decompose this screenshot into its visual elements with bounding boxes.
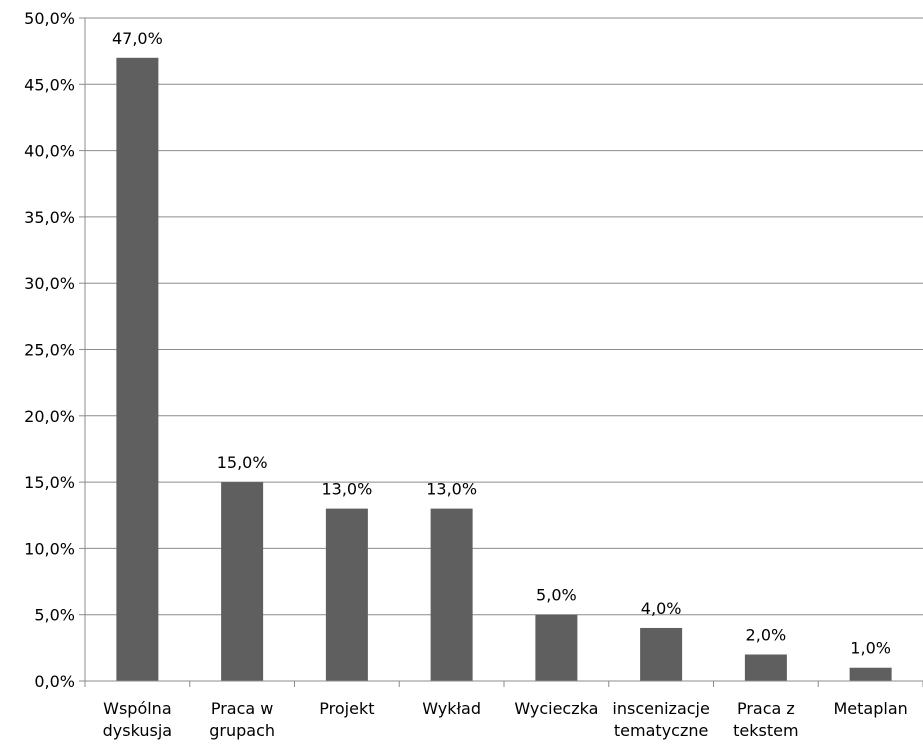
data-label: 15,0% <box>217 453 268 472</box>
data-label: 5,0% <box>536 586 577 605</box>
bar <box>744 654 787 681</box>
x-tick-label: Praca w <box>211 699 274 718</box>
x-tick-label: dyskusja <box>103 721 172 740</box>
y-tick-label: 35,0% <box>24 208 75 227</box>
data-label: 47,0% <box>112 29 163 48</box>
bar <box>535 614 578 681</box>
y-tick-label: 40,0% <box>24 142 75 161</box>
data-label: 13,0% <box>321 480 372 499</box>
x-tick-label: Praca z <box>737 699 795 718</box>
x-tick-label: Wycieczka <box>514 699 598 718</box>
y-tick-label: 0,0% <box>34 672 75 691</box>
data-label: 13,0% <box>426 480 477 499</box>
x-tick-label: tematyczne <box>614 721 708 740</box>
x-tick-label: inscenizacje <box>612 699 709 718</box>
bar <box>221 482 264 681</box>
x-tick-label: Projekt <box>319 699 374 718</box>
y-tick-label: 20,0% <box>24 407 75 426</box>
bars <box>116 57 892 681</box>
y-tick-label: 50,0% <box>24 9 75 28</box>
x-tick-label: grupach <box>209 721 275 740</box>
y-tick-label: 30,0% <box>24 274 75 293</box>
y-tick-label: 45,0% <box>24 75 75 94</box>
data-label: 2,0% <box>746 625 787 644</box>
y-tick-label: 10,0% <box>24 539 75 558</box>
x-tick-label: Wykład <box>422 699 481 718</box>
x-tick-label: Wspólna <box>103 699 172 718</box>
x-tick-label: tekstem <box>733 721 798 740</box>
axes <box>79 17 923 687</box>
bar <box>849 667 892 681</box>
bar <box>116 57 159 681</box>
y-tick-label: 25,0% <box>24 341 75 360</box>
data-label: 1,0% <box>850 639 891 658</box>
bar <box>325 508 368 681</box>
y-tick-label: 15,0% <box>24 473 75 492</box>
bar <box>430 508 473 681</box>
bar <box>640 627 683 681</box>
labels: 0,0% 5,0% 10,0% 15,0% 20,0% 25,0% 30,0% 35,0% 40… <box>24 9 908 740</box>
gridlines <box>85 17 923 616</box>
y-tick-label: 5,0% <box>34 606 75 625</box>
x-tick-label: Metaplan <box>833 699 907 718</box>
data-label: 4,0% <box>641 599 682 618</box>
